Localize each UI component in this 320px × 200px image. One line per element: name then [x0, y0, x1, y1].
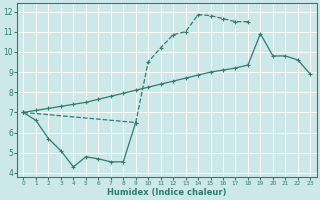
- X-axis label: Humidex (Indice chaleur): Humidex (Indice chaleur): [107, 188, 227, 197]
